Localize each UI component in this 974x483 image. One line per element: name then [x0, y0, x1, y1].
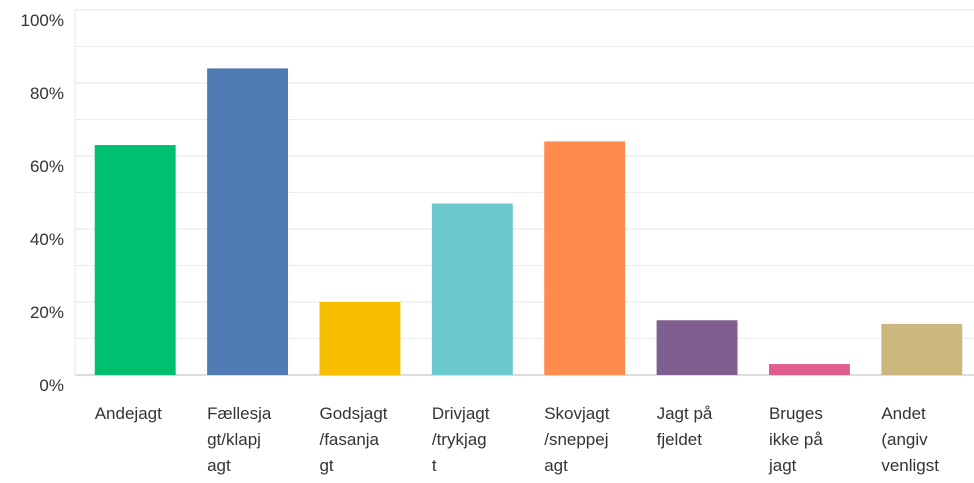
- x-tick-label: Godsjagt/fasanja gt: [319, 404, 387, 475]
- bar: [94, 145, 176, 375]
- x-tick-label: Jagt på fjeldet: [657, 404, 713, 449]
- bar: [431, 203, 513, 375]
- bar: [881, 323, 963, 375]
- x-tick-label: Fællesja gt/klapj agt: [207, 404, 272, 475]
- y-tick-label: 80%: [30, 84, 64, 103]
- bar: [768, 364, 850, 375]
- bar: [207, 68, 289, 376]
- bar: [544, 141, 626, 375]
- x-tick-label: Drivjagt/trykjag t: [432, 404, 490, 475]
- x-tick-label: Skovjagt/sneppej agt: [544, 404, 609, 475]
- y-tick-label: 40%: [30, 230, 64, 249]
- y-tick-label: 20%: [30, 303, 64, 322]
- y-tick-label: 0%: [39, 376, 64, 395]
- y-tick-label: 60%: [30, 157, 64, 176]
- bar: [319, 302, 401, 375]
- y-tick-label: 100%: [21, 11, 64, 30]
- bar: [656, 320, 738, 375]
- x-tick-label: Bruges ikke på jagt: [768, 404, 823, 475]
- x-tick-label: Andejagt: [95, 404, 162, 423]
- x-tick-label: Andet (angiv venligst: [881, 404, 939, 475]
